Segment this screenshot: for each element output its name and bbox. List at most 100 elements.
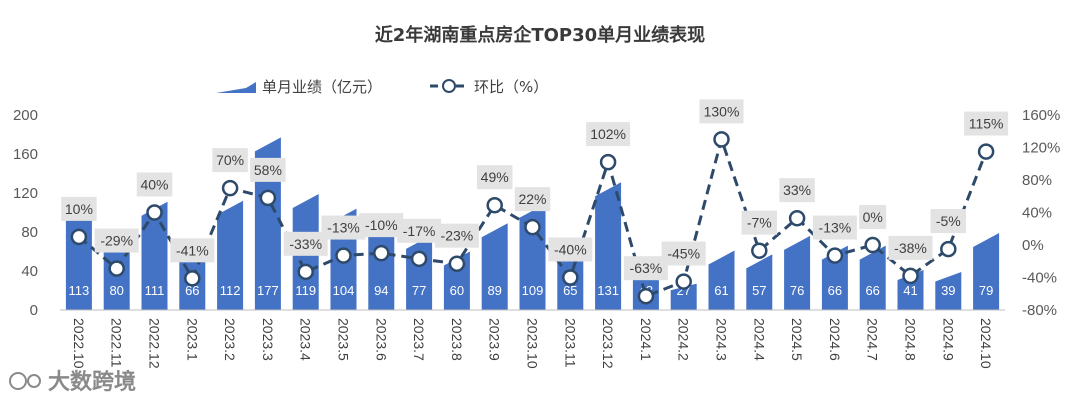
- x-tick-label: 2023.11: [562, 318, 578, 368]
- bar-value-label: 113: [69, 283, 90, 298]
- pct-label: -33%: [289, 236, 322, 252]
- bar-value-label: 66: [828, 283, 842, 298]
- pct-label-box: [359, 213, 404, 238]
- y-right-tick-label: 160%: [1022, 107, 1060, 124]
- pct-label-box: [586, 122, 631, 147]
- bar-labels: 1138011166112177119104947760891096513148…: [69, 283, 994, 298]
- pct-label-box: [397, 218, 442, 243]
- chart-title: 近2年湖南重点房企TOP30单月业绩表现: [375, 24, 705, 46]
- pct-label: 115%: [969, 116, 1004, 132]
- pct-label: 0%: [863, 209, 883, 225]
- x-tick-label: 2024.1: [638, 318, 654, 361]
- y-left-tick-label: 160: [13, 146, 38, 163]
- bar-2023.7: [406, 234, 433, 310]
- x-tick-label: 2023.7: [411, 318, 427, 361]
- legend-line-label: 环比（%）: [474, 78, 548, 96]
- y-axis-right: -80% -40% 0% 40% 80% 120% 160%: [1022, 107, 1060, 319]
- x-tick-label: 2024.3: [714, 318, 730, 361]
- bar-2024.5: [784, 235, 811, 310]
- pct-label: 10%: [65, 201, 93, 217]
- pct-label: 33%: [783, 182, 811, 198]
- x-tick-label: 2023.6: [373, 318, 389, 361]
- x-tick-label: 2022.10: [71, 318, 87, 369]
- x-axis: 2022.10 2022.11 2022.12 2023.1 2023.2 2023.3 2…: [60, 309, 1005, 369]
- line-point-2024.9: [940, 240, 957, 258]
- bar-2024.3: [708, 250, 735, 310]
- bar-value-label: 131: [597, 283, 619, 298]
- watermark-text: 大数跨境: [48, 369, 136, 395]
- bar-value-label: 119: [295, 283, 316, 298]
- bar-2024.4: [746, 254, 773, 310]
- line-point-2024.10: [977, 143, 995, 160]
- pct-label-box: [321, 215, 366, 240]
- line-series: 10% -29% 40% -41% 70% 58% -33% -13% -10% -17% -23%…: [61, 99, 1009, 305]
- legend: 单月业绩（亿元） 环比（%）: [216, 78, 548, 96]
- pct-label-box: [250, 157, 286, 182]
- bar-value-label: 112: [220, 283, 241, 298]
- pct-label: -63%: [630, 260, 663, 276]
- pct-label: 102%: [590, 126, 626, 142]
- x-tick-label: 2023.10: [525, 318, 541, 369]
- pct-label-box: [623, 256, 668, 281]
- pct-label: -13%: [327, 220, 360, 236]
- bar-2024.2: [670, 283, 697, 310]
- bar-value-label: 57: [752, 283, 766, 298]
- x-tick-label: 2022.11: [109, 318, 125, 368]
- pct-label-box: [61, 196, 97, 221]
- pct-label-box: [779, 178, 815, 203]
- x-tick-label: 2022.12: [147, 318, 163, 369]
- bar-value-label: 111: [145, 283, 165, 298]
- pct-label-box: [548, 237, 593, 262]
- line-point-2023.9: [486, 196, 503, 214]
- bar-2024.6: [821, 245, 848, 310]
- pct-label-box: [812, 215, 857, 240]
- pct-label-box: [476, 165, 513, 190]
- line-point-2023.4: [297, 263, 314, 281]
- bar-2023.9: [481, 223, 508, 310]
- pct-label: -17%: [403, 223, 436, 239]
- pct-label-box: [434, 223, 479, 248]
- pct-label: -5%: [936, 213, 961, 229]
- pct-label: -38%: [894, 240, 927, 256]
- line-point-2023.5: [335, 247, 352, 264]
- pct-label-box: [741, 210, 778, 235]
- line-point-2024.7: [864, 236, 881, 254]
- pct-label-box: [888, 235, 933, 260]
- pct-label-box: [170, 238, 215, 263]
- pct-label-box: [212, 148, 248, 173]
- pct-label: 58%: [254, 162, 282, 178]
- y-left-tick-label: 40: [21, 263, 38, 280]
- line-point-2023.7: [410, 250, 428, 268]
- x-tick-label: 2024.4: [751, 318, 767, 361]
- bar-value-label: 109: [522, 283, 544, 298]
- y-left-tick-label: 200: [13, 107, 38, 124]
- pct-label: -41%: [176, 242, 209, 258]
- pct-label: -45%: [667, 246, 700, 262]
- line-point-2022.12: [146, 204, 163, 221]
- x-tick-label: 2023.3: [260, 318, 276, 361]
- y-axis-left: 0 40 80 120 160 200: [13, 107, 38, 319]
- watermark-logo-icon: [9, 372, 27, 390]
- bar-2024.9: [935, 271, 962, 310]
- line-point-2024.5: [788, 209, 806, 227]
- y-left-tick-label: 0: [30, 302, 38, 319]
- bar-value-label: 65: [563, 283, 577, 298]
- bar-value-label: 66: [185, 283, 199, 298]
- x-tick-label: 2024.5: [789, 318, 805, 361]
- bar-2023.12: [595, 182, 622, 310]
- x-tick-label: 2024.2: [676, 318, 692, 361]
- line-point-2024.6: [826, 247, 844, 264]
- line-point-2022.10: [70, 228, 88, 246]
- x-tick-label: 2023.4: [298, 318, 314, 361]
- x-tick-label: 2023.12: [600, 318, 616, 369]
- pct-label-box: [859, 205, 887, 229]
- bar-value-label: 80: [109, 283, 123, 298]
- bar-2022.10: [65, 199, 92, 310]
- y-right-tick-label: -80%: [1022, 302, 1057, 319]
- bar-value-label: 76: [790, 283, 804, 298]
- line-point-2024.4: [751, 242, 768, 259]
- line-point-2023.2: [221, 179, 239, 197]
- pct-label: -13%: [819, 220, 852, 236]
- pct-label-box: [930, 209, 967, 234]
